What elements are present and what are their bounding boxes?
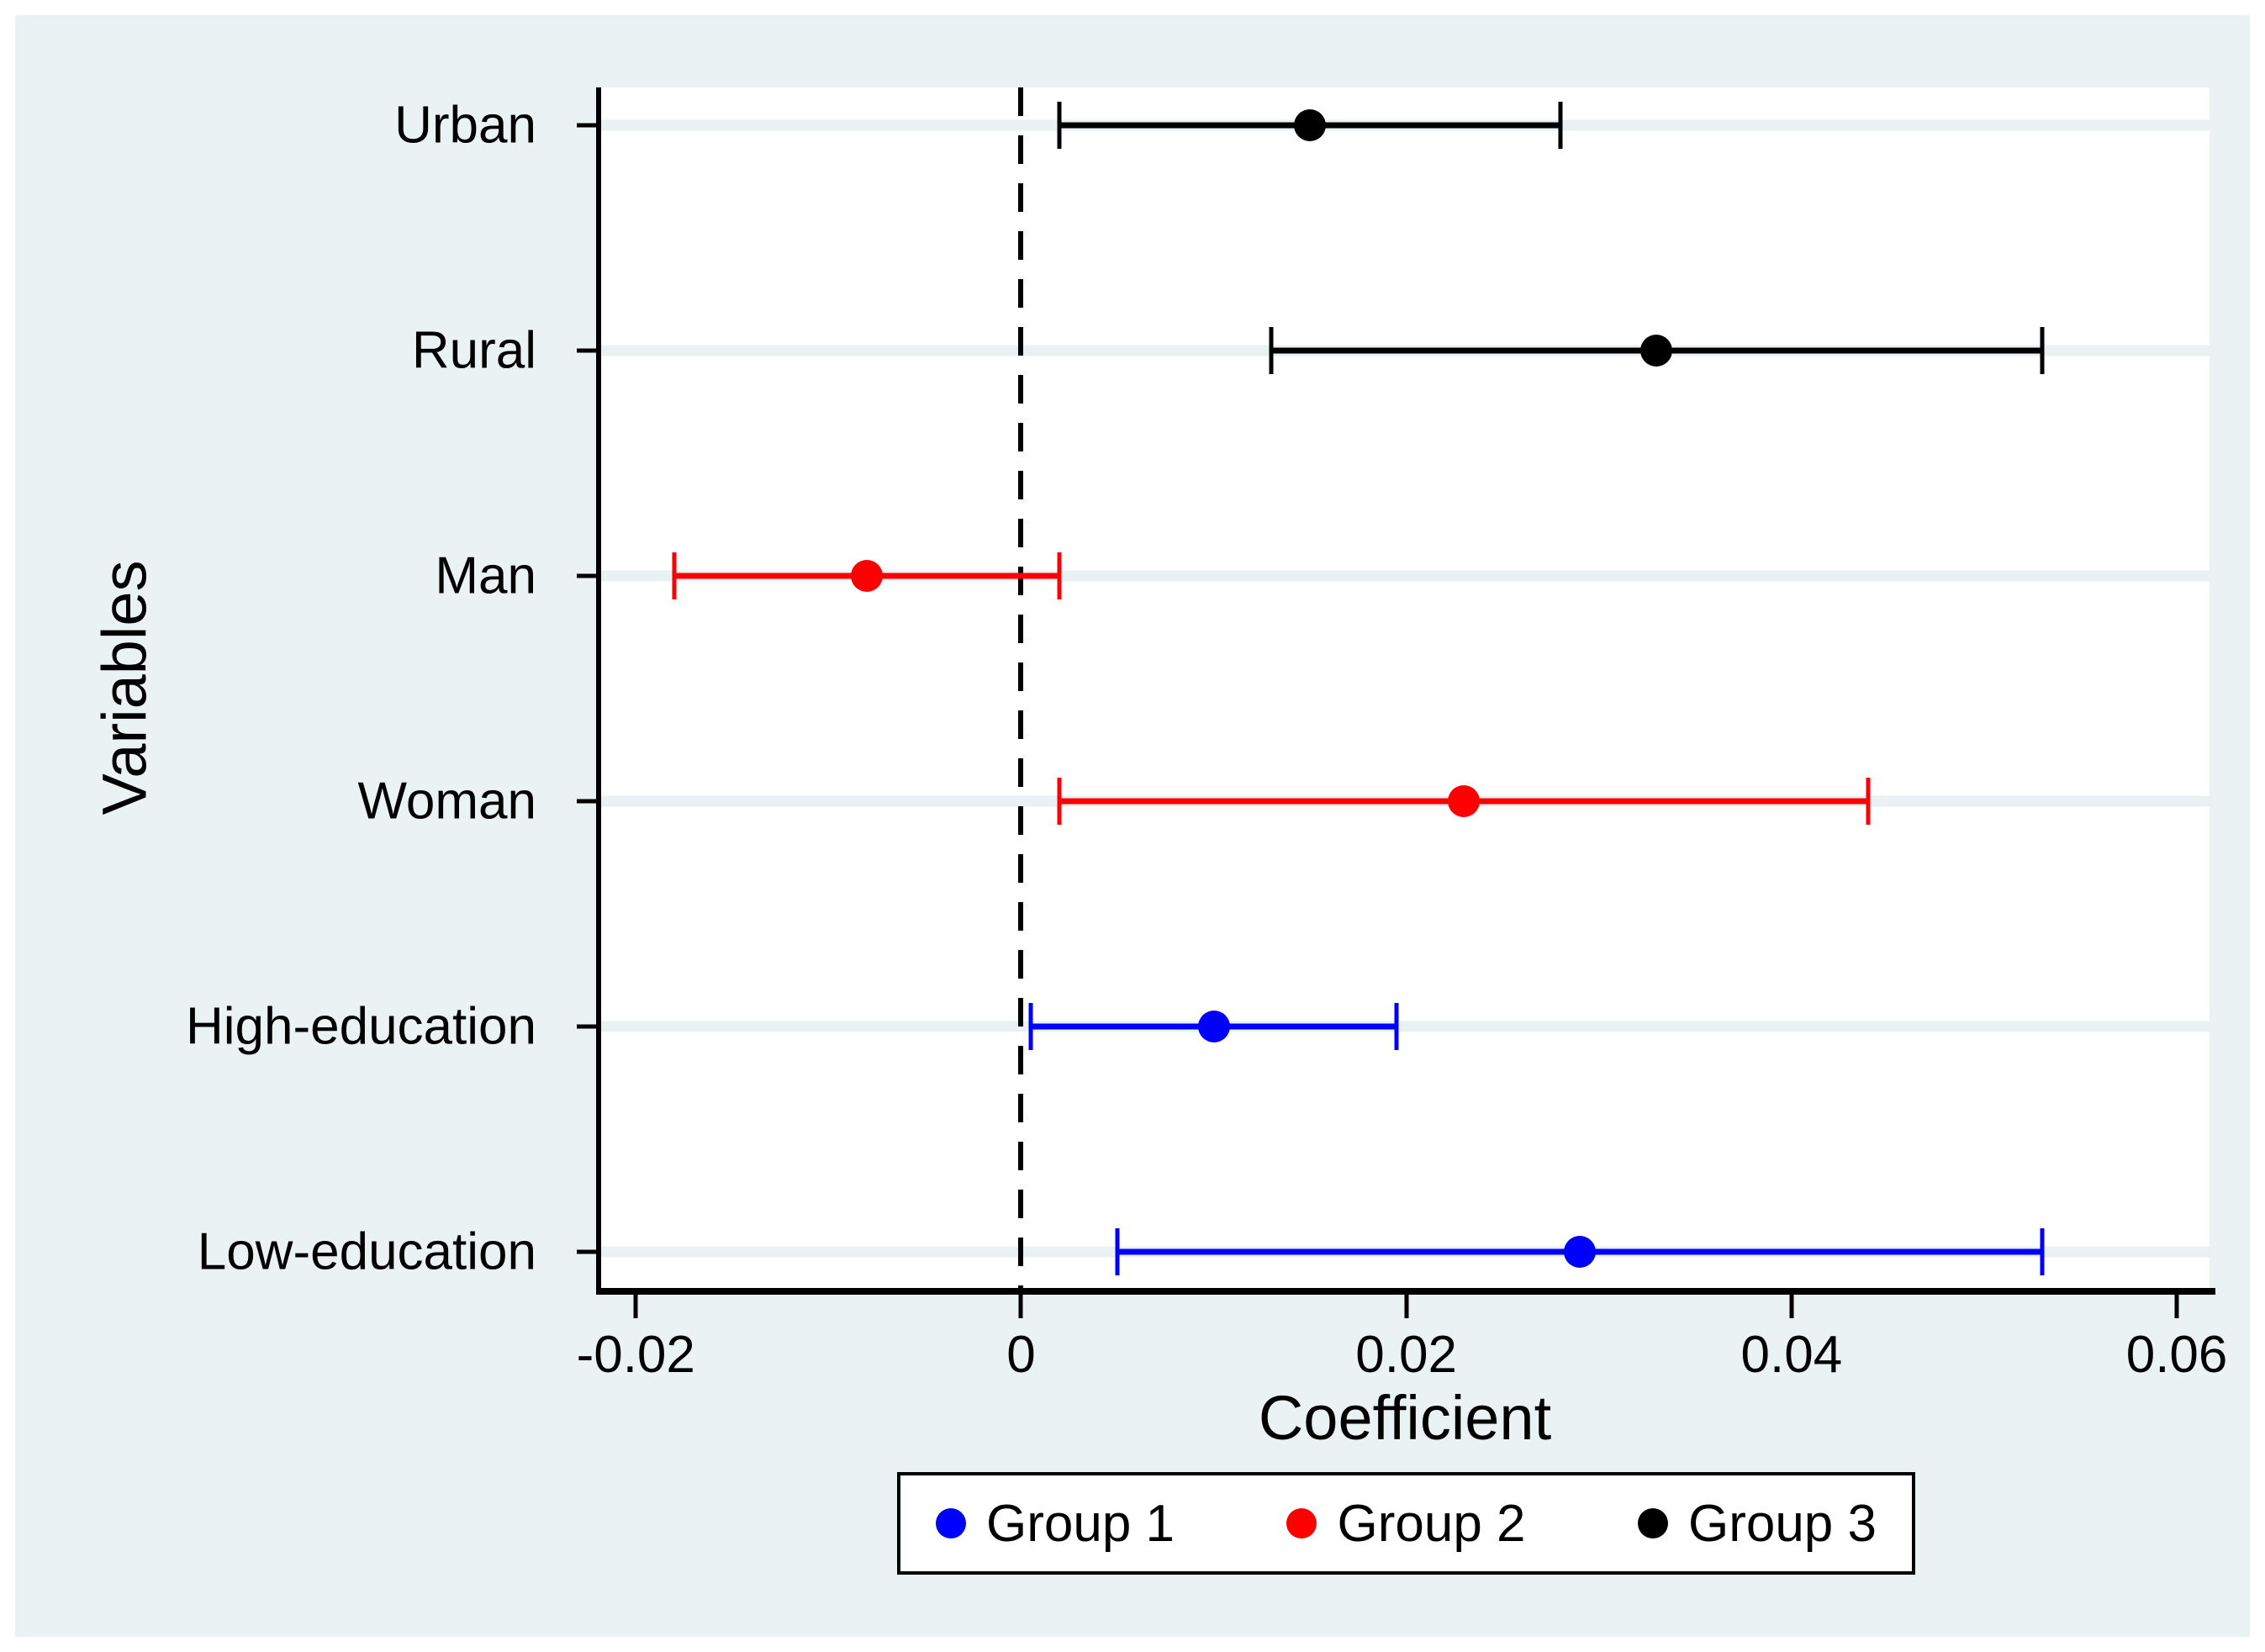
ci-cap: [2040, 326, 2045, 374]
legend: Group 1 Group 2 Group 3: [897, 1472, 1915, 1575]
legend-entry: Group 3: [1637, 1494, 1877, 1554]
x-tick: [2174, 1295, 2179, 1318]
legend-marker-dot: [1286, 1508, 1317, 1539]
x-tick-label: 0.02: [1355, 1326, 1457, 1384]
category-label: Woman: [357, 772, 537, 831]
category-label: Man: [435, 546, 536, 605]
category-label: High-education: [185, 997, 536, 1056]
x-tick: [633, 1295, 638, 1318]
x-tick-label: 0.06: [2125, 1326, 2228, 1384]
x-tick-label: 0: [1006, 1326, 1036, 1384]
x-tick: [1789, 1295, 1794, 1318]
ci-cap: [1269, 326, 1274, 374]
gridline: [601, 1021, 2210, 1032]
legend-entry: Group 1: [936, 1494, 1175, 1554]
estimate-dot: [1294, 108, 1327, 141]
plot-area: [601, 87, 2210, 1288]
y-tick: [577, 1249, 601, 1254]
ci-cap: [1866, 777, 1871, 825]
ci-cap: [1394, 1002, 1399, 1050]
estimate-dot: [1563, 1235, 1596, 1268]
category-label: Low-education: [197, 1222, 536, 1281]
x-tick-label: -0.02: [576, 1326, 695, 1384]
legend-label: Group 1: [986, 1494, 1175, 1553]
estimate-dot: [1448, 784, 1481, 817]
category-label: Urban: [394, 96, 536, 155]
estimate-dot: [1197, 1010, 1230, 1042]
legend-label: Group 2: [1337, 1494, 1526, 1553]
y-tick: [577, 348, 601, 353]
y-axis-title: Variables: [89, 560, 160, 815]
ci-cap: [2040, 1227, 2045, 1275]
y-tick: [577, 1024, 601, 1029]
estimate-dot: [1640, 334, 1673, 367]
ci-cap: [672, 552, 677, 599]
x-axis-title: Coefficient: [1258, 1383, 1552, 1453]
x-tick: [1018, 1295, 1023, 1318]
y-axis-line: [596, 87, 601, 1295]
ci-cap: [1115, 1227, 1120, 1275]
ci-cap: [1057, 777, 1062, 825]
ci-cap: [1028, 1002, 1033, 1050]
estimate-dot: [851, 559, 884, 592]
y-tick: [577, 799, 601, 804]
legend-marker-dot: [1637, 1508, 1668, 1539]
zero-reference-line: [1018, 87, 1024, 1288]
ci-cap: [1057, 101, 1062, 149]
y-tick: [577, 123, 601, 128]
legend-label: Group 3: [1687, 1494, 1877, 1553]
graph-region: Urban Rural Man Woman High-education Low-educ…: [15, 15, 2250, 1637]
x-axis-line: [596, 1288, 2215, 1295]
legend-marker-dot: [936, 1508, 966, 1539]
y-tick: [577, 573, 601, 578]
ci-cap: [1057, 552, 1062, 599]
category-label: Rural: [411, 321, 536, 380]
ci-cap: [1558, 101, 1563, 149]
x-tick: [1404, 1295, 1409, 1318]
x-tick-label: 0.04: [1740, 1326, 1843, 1384]
legend-entry: Group 2: [1286, 1494, 1526, 1554]
